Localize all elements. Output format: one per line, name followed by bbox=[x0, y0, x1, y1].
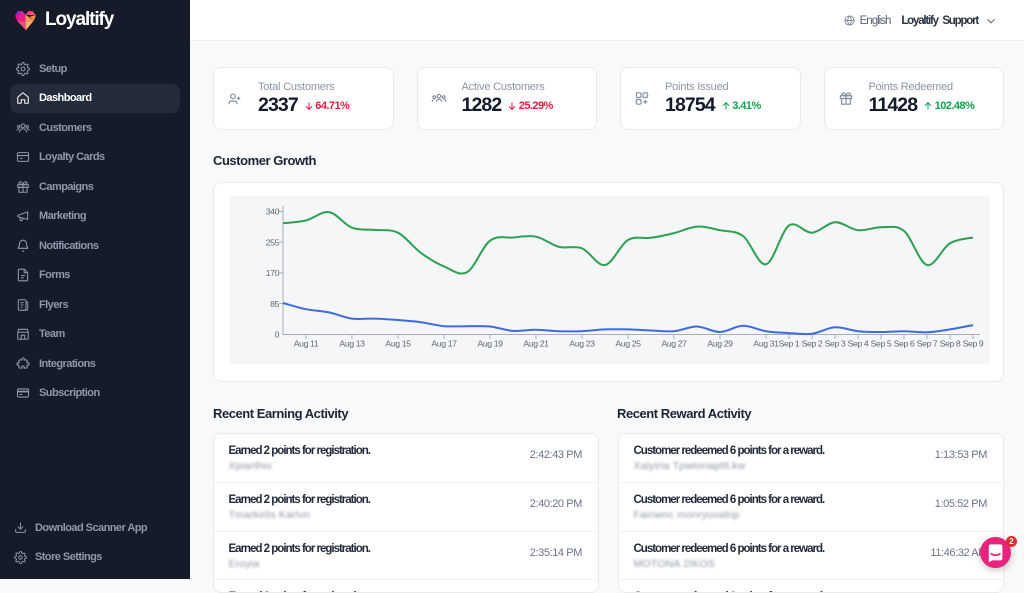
svg-text:Aug 25: Aug 25 bbox=[615, 339, 641, 349]
svg-text:Aug 17: Aug 17 bbox=[431, 339, 457, 349]
svg-text:Aug 13: Aug 13 bbox=[339, 339, 365, 349]
svg-text:Aug 19: Aug 19 bbox=[477, 339, 503, 349]
svg-text:0: 0 bbox=[275, 330, 280, 340]
svg-text:Sep 6: Sep 6 bbox=[894, 339, 915, 349]
svg-text:Sep 3: Sep 3 bbox=[825, 339, 846, 349]
svg-text:Aug 31: Aug 31 bbox=[753, 339, 779, 349]
svg-text:Sep 5: Sep 5 bbox=[871, 339, 892, 349]
svg-text:Aug 15: Aug 15 bbox=[385, 339, 411, 349]
svg-text:Sep 8: Sep 8 bbox=[940, 339, 961, 349]
svg-text:85: 85 bbox=[270, 299, 279, 309]
svg-text:170: 170 bbox=[266, 268, 280, 278]
svg-text:Sep 9: Sep 9 bbox=[963, 339, 984, 349]
svg-text:Aug 27: Aug 27 bbox=[661, 339, 687, 349]
svg-text:Sep 2: Sep 2 bbox=[802, 339, 823, 349]
svg-text:Aug 29: Aug 29 bbox=[707, 339, 733, 349]
svg-text:Sep 7: Sep 7 bbox=[917, 339, 938, 349]
svg-text:Sep 4: Sep 4 bbox=[848, 339, 869, 349]
svg-text:Aug 21: Aug 21 bbox=[523, 339, 549, 349]
svg-text:255: 255 bbox=[266, 237, 280, 247]
svg-text:Sep 1: Sep 1 bbox=[779, 339, 800, 349]
svg-text:Aug 23: Aug 23 bbox=[569, 339, 595, 349]
svg-text:Aug 11: Aug 11 bbox=[294, 339, 319, 349]
svg-text:340: 340 bbox=[266, 207, 280, 217]
